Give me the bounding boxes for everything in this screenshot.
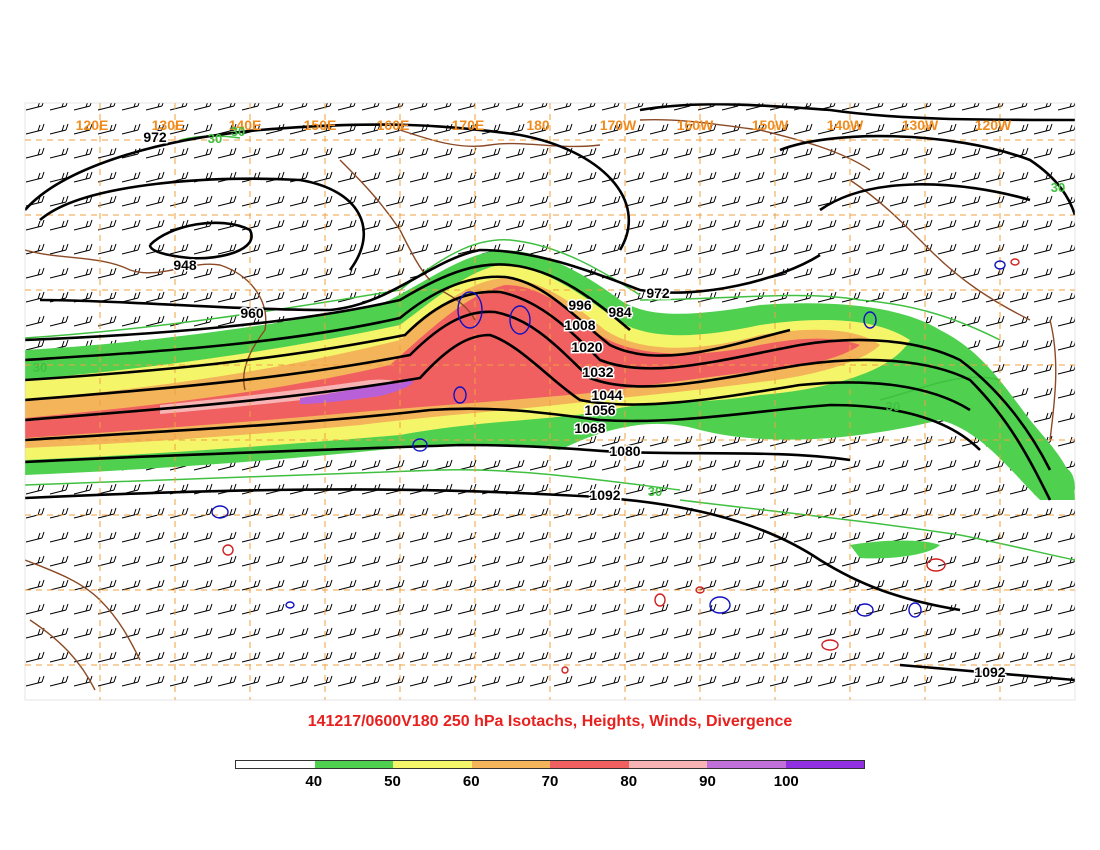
isotach-30-contours — [25, 135, 1075, 561]
isotach-patch-southeast — [1039, 466, 1075, 500]
lon-label: 120W — [975, 117, 1012, 133]
colorbar-segment — [314, 761, 393, 768]
isotach-label: 30 — [648, 484, 662, 499]
isotach-label: 30 — [33, 360, 47, 375]
height-contours — [25, 103, 1075, 682]
colorbar-segment — [707, 761, 786, 768]
longitude-labels: 120E 130E 140E 150E 160E 170E 180 170W 1… — [76, 117, 1012, 133]
height-label: 960 — [240, 305, 264, 321]
lon-label: 170W — [600, 117, 637, 133]
colorbar-label: 50 — [384, 773, 401, 790]
height-label: 972 — [646, 285, 670, 301]
colorbar-segment — [236, 761, 315, 768]
height-label: 1080 — [609, 443, 640, 459]
lon-label: 130W — [902, 117, 939, 133]
colorbar-label: 60 — [462, 773, 480, 790]
height-label: 1044 — [591, 387, 622, 403]
isotach-patch-east — [850, 540, 940, 559]
chart-title: 141217/0600V180 250 hPa Isotachs, Height… — [307, 713, 793, 730]
isotach-label: 30 — [886, 399, 900, 414]
height-label: 1020 — [571, 339, 602, 355]
colorbar-segment — [785, 761, 864, 768]
height-label: 996 — [568, 297, 592, 313]
isotach-30-labels: 30 30 30 30 30 30 — [33, 124, 1065, 499]
map-frame — [24, 102, 1076, 701]
height-label: 1092 — [589, 487, 620, 503]
divergence-contours-positive — [211, 260, 1006, 618]
lon-label: 120E — [76, 117, 109, 133]
colorbar-label: 90 — [699, 773, 716, 790]
colorbar-segment — [393, 761, 472, 768]
colorbar-segment — [471, 761, 550, 768]
lon-label: 130E — [152, 117, 185, 133]
height-label: 984 — [608, 304, 632, 320]
colorbar-label: 70 — [541, 773, 559, 790]
lon-label: 150E — [304, 117, 337, 133]
height-label: 1032 — [582, 364, 613, 380]
lon-label: 170E — [452, 117, 485, 133]
isotach-label: 30 — [208, 131, 222, 146]
height-label: 972 — [143, 129, 167, 145]
isotach-label: 30 — [231, 124, 245, 139]
height-label: 1092 — [974, 664, 1005, 680]
lon-label: 150W — [752, 117, 789, 133]
colorbar-segment — [628, 761, 707, 768]
height-contour-labels: 972 948 960 996 984 972 1008 1020 1032 1… — [142, 128, 1007, 682]
height-label: 948 — [173, 257, 197, 273]
height-label: 1008 — [564, 317, 595, 333]
colorbar-label: 40 — [305, 773, 323, 790]
isotach-colorbar — [235, 760, 865, 769]
height-label: 1056 — [584, 402, 615, 418]
lon-label: 180 — [526, 117, 550, 133]
lon-label: 160E — [377, 117, 410, 133]
colorbar-segment — [550, 761, 629, 768]
colorbar-label: 80 — [620, 773, 638, 790]
colorbar-label: 100 — [773, 773, 799, 790]
lon-label: 140W — [827, 117, 864, 133]
colorbar-labels: 40 50 60 70 80 90 100 — [235, 773, 865, 793]
lon-label: 140E — [229, 117, 262, 133]
height-label: 1068 — [574, 420, 605, 436]
isotach-label: 30 — [1051, 180, 1065, 195]
divergence-contours-negative — [222, 258, 1020, 674]
lon-label: 160W — [677, 117, 714, 133]
